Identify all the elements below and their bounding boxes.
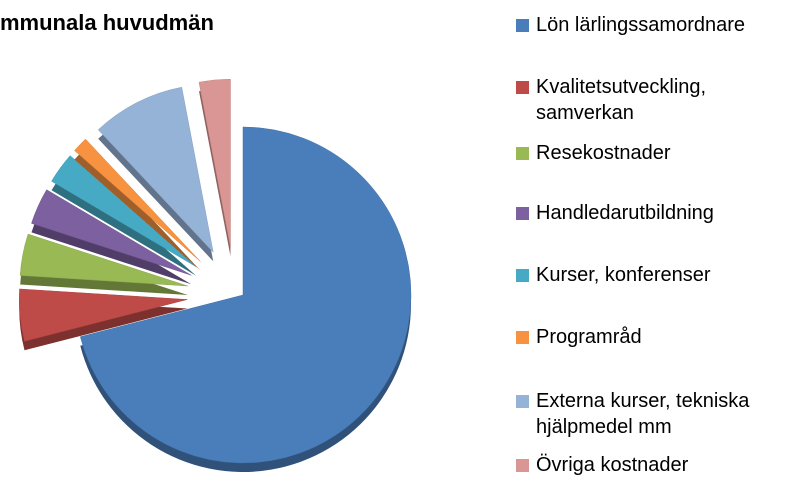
legend-swatch xyxy=(516,459,529,472)
slice xyxy=(19,233,188,287)
legend-swatch xyxy=(516,81,529,94)
legend-label: Handledarutbildning xyxy=(536,202,714,224)
legend-item: Övriga kostnader xyxy=(516,452,798,478)
legend-item: Handledarutbildning xyxy=(516,200,798,226)
slice xyxy=(79,126,412,464)
chart-title: mmunala huvudmän xyxy=(0,10,214,35)
legend-item: Externa kurser, tekniska hjälpmedel mm xyxy=(516,388,798,440)
legend-swatch xyxy=(516,331,529,344)
legend-label: Kurser, konferenser xyxy=(536,264,711,286)
legend-swatch xyxy=(516,269,529,282)
legend-label: Externa kurser, tekniska hjälpmedel mm xyxy=(536,390,750,438)
legend-item: Lön lärlingssamordnare xyxy=(516,12,798,38)
legend-label: Lön lärlingssamordnare xyxy=(536,14,746,36)
legend-swatch xyxy=(516,395,529,408)
legend-label: Resekostnader xyxy=(536,142,671,164)
legend-item: Kvalitetsutveckling, samverkan xyxy=(516,74,798,126)
slice xyxy=(18,288,188,342)
legend-item: Kurser, konferenser xyxy=(516,262,798,288)
legend-label: Övriga kostnader xyxy=(536,454,689,476)
legend-label: Kvalitetsutveckling, samverkan xyxy=(536,76,707,124)
slice xyxy=(198,78,231,248)
legend-swatch xyxy=(516,19,529,32)
slice-side xyxy=(74,148,201,271)
legend-swatch xyxy=(516,207,529,220)
legend-swatch xyxy=(516,147,529,160)
slice xyxy=(31,189,192,276)
legend-label: Programråd xyxy=(536,326,642,348)
legend-item: Programråd xyxy=(516,324,798,350)
pie-area xyxy=(18,78,412,472)
slice xyxy=(74,138,201,262)
slice xyxy=(97,86,214,254)
slice xyxy=(51,155,197,268)
legend-item: Resekostnader xyxy=(516,140,798,166)
